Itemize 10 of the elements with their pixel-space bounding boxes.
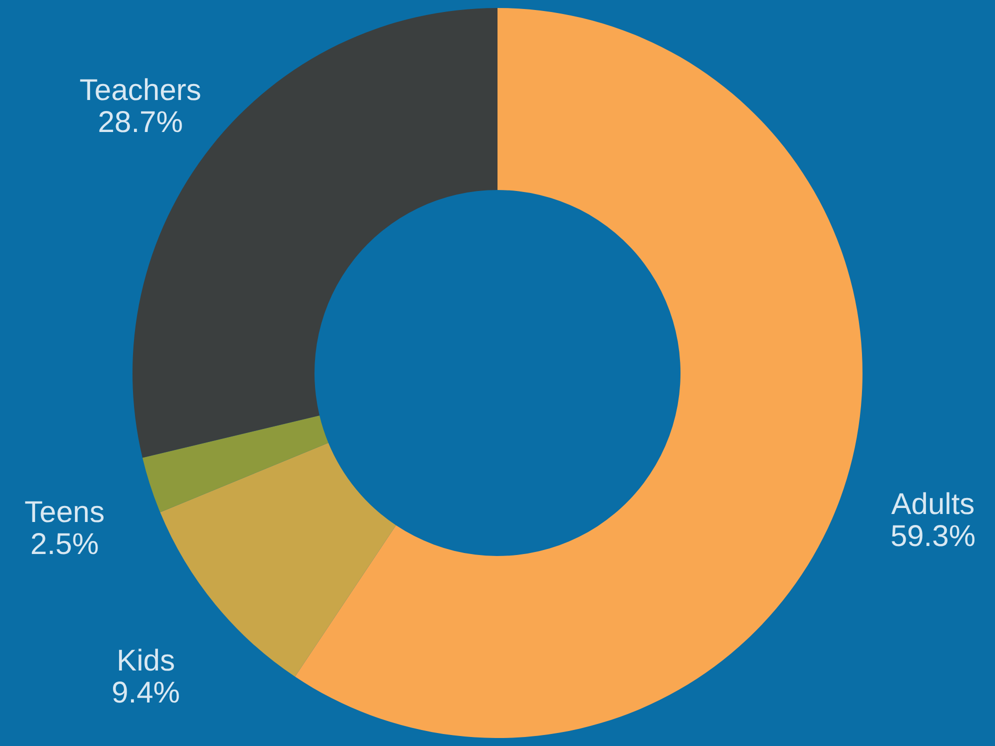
data-label: 9.4% [112, 676, 180, 710]
data-label: 2.5% [30, 528, 99, 562]
slice-label: Teachers [80, 74, 202, 108]
slice-label: Adults [891, 488, 975, 521]
data-label: 28.7% [98, 106, 183, 140]
data-label: 59.3% [890, 520, 976, 553]
donut-slice [295, 8, 862, 738]
slice-label: Teens [24, 496, 105, 530]
slice-label: Kids [116, 644, 175, 678]
donut-slice [142, 415, 328, 512]
